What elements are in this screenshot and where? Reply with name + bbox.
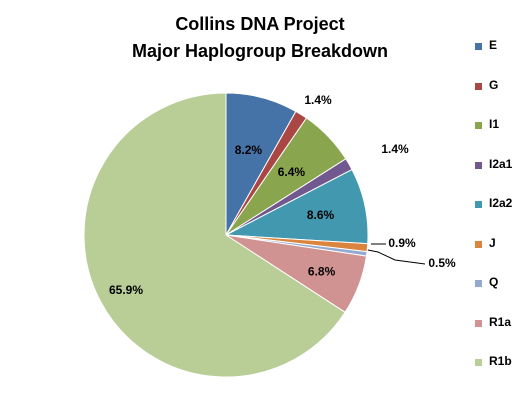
data-label-r1a: 6.8% xyxy=(308,264,336,278)
legend-label-i2a2: I2a2 xyxy=(489,196,513,210)
legend-swatch-i2a1 xyxy=(475,161,482,169)
legend-swatch-r1a xyxy=(475,319,482,327)
legend-label-q: Q xyxy=(489,275,499,289)
legend-label-r1b: R1b xyxy=(489,354,512,368)
legend-swatch-i2a2 xyxy=(475,201,482,208)
pie-slice-r1b xyxy=(83,92,346,378)
legend-label-g: G xyxy=(489,77,499,92)
data-label-q: 0.5% xyxy=(428,256,456,270)
leader-line-q xyxy=(367,249,426,265)
legend-swatch-j xyxy=(475,240,482,248)
legend-label-j: J xyxy=(489,235,496,250)
data-label-i2a1: 1.4% xyxy=(381,142,409,156)
legend-swatch-e xyxy=(475,43,482,50)
legend-label-i2a1: I2a1 xyxy=(489,156,513,171)
data-label-j: 0.9% xyxy=(388,236,416,250)
data-label-g: 1.4% xyxy=(304,93,332,107)
legend-swatch-q xyxy=(475,280,482,287)
legend-label-e: E xyxy=(489,38,498,52)
data-label-e: 8.2% xyxy=(235,143,263,157)
pie-plot-area: 8.2% 1.4% 6.4% 1.4% 8.6% 0.9% 0.5% 6.8% 65.9% xyxy=(83,92,456,378)
legend-label-r1a: R1a xyxy=(489,314,512,329)
data-label-r1b: 65.9% xyxy=(109,283,143,297)
legend-swatch-r1b xyxy=(475,359,482,366)
legend-label-i1: I1 xyxy=(489,117,500,131)
chart-subtitle: Major Haplogroup Breakdown xyxy=(131,41,389,61)
data-label-i2a2: 8.6% xyxy=(307,208,335,222)
legend-swatch-g xyxy=(475,82,482,90)
data-label-i1: 6.4% xyxy=(278,165,306,179)
chart-title: Collins DNA Project xyxy=(175,14,345,34)
legend-swatch-i1 xyxy=(475,122,482,129)
